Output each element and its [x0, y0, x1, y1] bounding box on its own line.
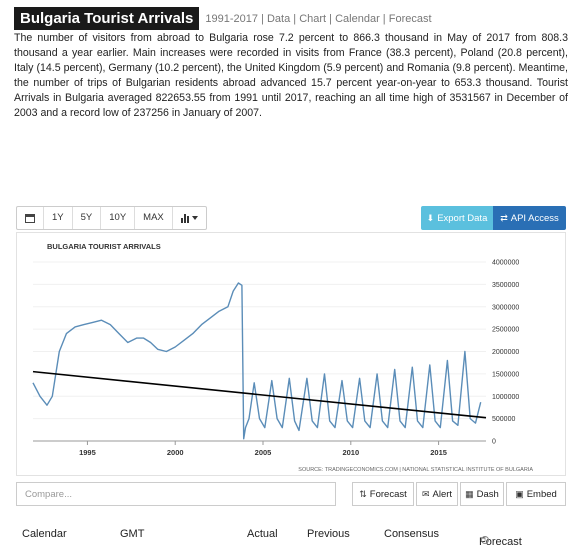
compare-input[interactable] — [16, 482, 336, 506]
x-tick-label: 2010 — [342, 448, 359, 457]
y-tick-label: 3500000 — [492, 282, 519, 289]
calendar-button[interactable] — [17, 207, 44, 229]
y-tick-label: 1500000 — [492, 371, 519, 378]
image-icon: ▣ — [515, 488, 524, 499]
x-tick-label: 2000 — [167, 448, 184, 457]
tourist-arrivals-chart: BULGARIA TOURIST ARRIVALS 0 500000 1000000… — [32, 242, 533, 473]
column-gmt: GMT — [120, 528, 145, 540]
dash-label: Dash — [476, 488, 499, 500]
api-access-label: API Access — [510, 212, 559, 224]
column-previous: Previous — [307, 528, 350, 540]
y-tick-label: 2000000 — [492, 349, 519, 356]
embed-button[interactable]: ▣ Embed — [506, 482, 566, 506]
y-tick-label: 0 — [492, 439, 496, 446]
column-actual: Actual — [247, 528, 278, 540]
link-calendar[interactable]: Calendar — [335, 12, 380, 25]
link-forecast[interactable]: Forecast — [388, 12, 432, 25]
chart-container: BULGARIA TOURIST ARRIVALS 0 500000 1000000… — [16, 232, 566, 476]
link-date-range[interactable]: 1991-2017 — [205, 12, 258, 25]
chart-toolbar: 1Y 5Y 10Y MAX ⬇ Export Data ⇄ API Access — [16, 206, 566, 230]
chart-type-dropdown[interactable] — [173, 207, 206, 229]
forecast-label: Forecast — [369, 488, 407, 500]
y-tick-label: 1000000 — [492, 394, 519, 401]
header-links: 1991-2017 | Data | Chart | Calendar | Fo… — [205, 12, 432, 25]
link-chart[interactable]: Chart — [299, 12, 327, 25]
calendar-table-header: Calendar GMT Actual Previous Consensus F… — [0, 520, 576, 547]
page-title: Bulgaria Tourist Arrivals — [14, 7, 200, 30]
alert-button[interactable]: ✉ Alert — [416, 482, 458, 506]
range-button-group: 1Y 5Y 10Y MAX — [16, 206, 207, 230]
compare-row: ⇅ Forecast ✉ Alert ▦ Dash ▣ Embed — [16, 482, 566, 506]
y-tick-label: 500000 — [492, 416, 515, 423]
range-1y-button[interactable]: 1Y — [44, 207, 73, 229]
range-max-button[interactable]: MAX — [135, 207, 173, 229]
exchange-icon: ⇄ — [500, 212, 508, 223]
chart-source: SOURCE: TRADINGECONOMICS.COM | NATIONAL … — [298, 467, 533, 473]
y-tick-label: 3000000 — [492, 304, 519, 311]
trend-line — [32, 370, 487, 419]
arrivals-series-line — [32, 282, 482, 440]
range-5y-button[interactable]: 5Y — [73, 207, 102, 229]
page-header: Bulgaria Tourist Arrivals 1991-2017 | Da… — [14, 7, 432, 30]
info-icon[interactable]: i — [481, 536, 489, 544]
x-tick-label: 2015 — [430, 448, 447, 457]
range-10y-button[interactable]: 10Y — [101, 207, 136, 229]
envelope-icon: ✉ — [421, 488, 430, 499]
x-tick-label: 1995 — [79, 448, 96, 457]
column-forecast-label: Forecast — [479, 536, 522, 547]
column-calendar: Calendar — [22, 528, 67, 540]
summary-text: The number of visitors from abroad to Bu… — [14, 32, 568, 119]
grid-icon: ▦ — [465, 488, 474, 499]
y-tick-label: 2500000 — [492, 327, 519, 334]
column-consensus: Consensus — [384, 528, 440, 540]
forecast-icon: ⇅ — [359, 488, 367, 499]
y-tick-label: 4000000 — [492, 260, 519, 267]
export-data-label: Export Data — [437, 212, 488, 224]
download-icon: ⬇ — [426, 212, 435, 223]
embed-label: Embed — [526, 488, 557, 500]
chart-title: BULGARIA TOURIST ARRIVALS — [47, 242, 161, 251]
calendar-icon — [25, 213, 35, 223]
dash-button[interactable]: ▦ Dash — [460, 482, 504, 506]
bar-chart-icon — [180, 213, 189, 223]
alert-label: Alert — [432, 488, 453, 500]
link-data[interactable]: Data — [266, 12, 291, 25]
x-tick-label: 2005 — [255, 448, 272, 457]
forecast-button[interactable]: ⇅ Forecast — [352, 482, 414, 506]
chevron-down-icon — [191, 216, 198, 220]
export-data-button[interactable]: ⬇ Export Data — [421, 206, 493, 230]
api-access-button[interactable]: ⇄ API Access — [493, 206, 566, 230]
